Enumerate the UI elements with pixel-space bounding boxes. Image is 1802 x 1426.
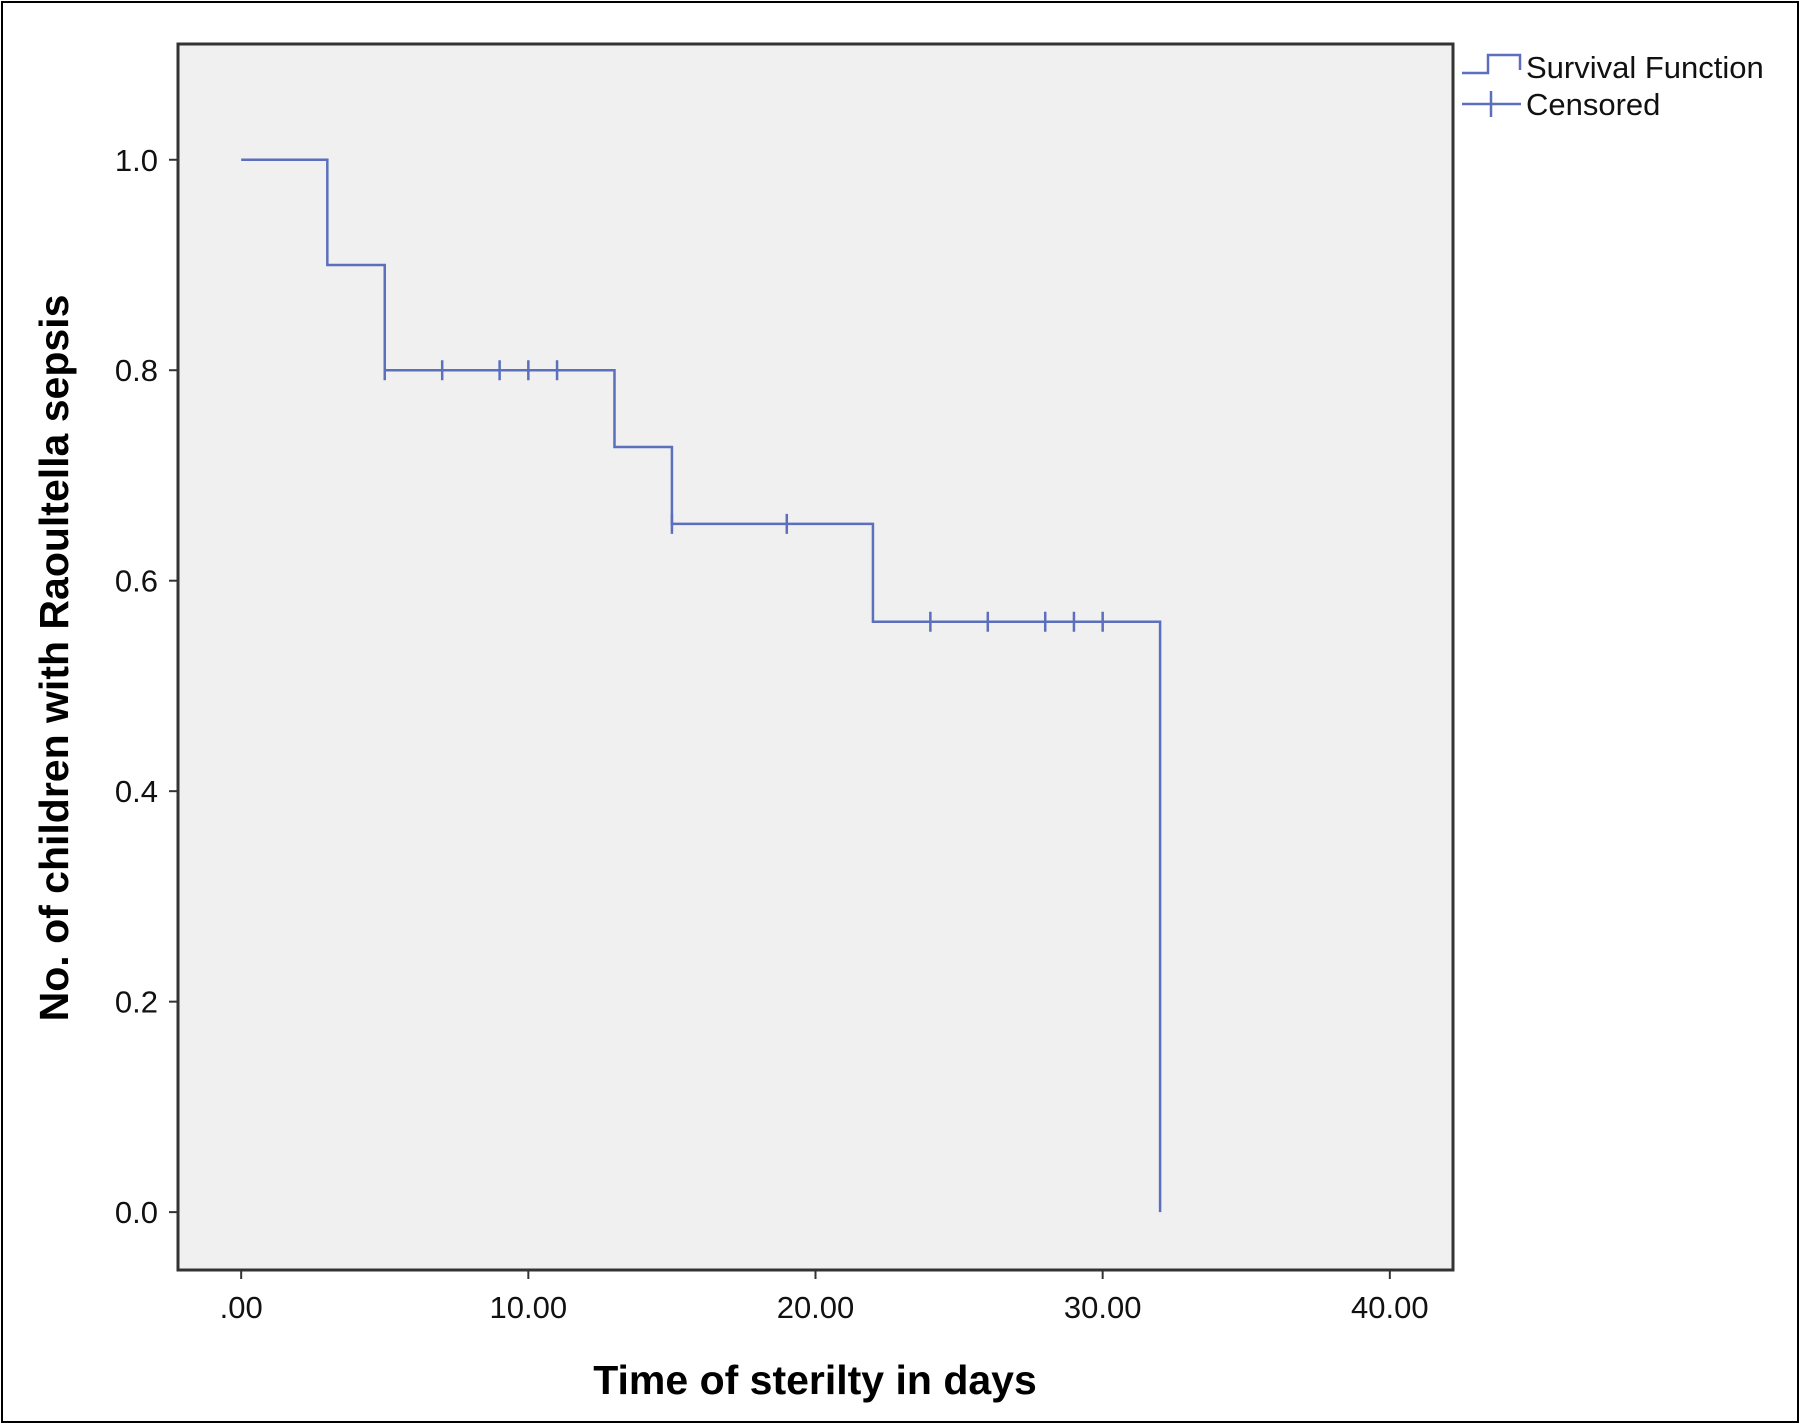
y-tick-label: 0.0: [115, 1195, 158, 1230]
y-tick-label: 0.8: [115, 353, 158, 388]
y-tick-label: 0.2: [115, 985, 158, 1020]
x-axis: .00 10.00 20.00 30.00 40.00: [220, 1270, 1429, 1325]
plot-area: [176, 42, 1455, 1272]
survival-function-line: [241, 158, 1162, 1213]
x-tick-label: 30.00: [1064, 1290, 1142, 1325]
x-tick-label: 10.00: [490, 1290, 568, 1325]
x-tick-label: .00: [220, 1290, 263, 1325]
y-tick-label: 0.4: [115, 774, 158, 809]
legend: Survival Function Censored: [1462, 50, 1764, 122]
legend-censored-label: Censored: [1526, 87, 1660, 122]
censored-marks: [383, 360, 1104, 632]
y-axis-title: No. of children with Raoultella sepsis: [31, 295, 77, 1022]
x-axis-title: Time of sterilty in days: [593, 1357, 1037, 1403]
y-tick-label: 1.0: [115, 143, 158, 178]
legend-survival-swatch: [1462, 53, 1522, 75]
legend-survival-label: Survival Function: [1526, 50, 1764, 85]
x-tick-label: 20.00: [777, 1290, 855, 1325]
x-tick-label: 40.00: [1351, 1290, 1429, 1325]
y-tick-label: 0.6: [115, 564, 158, 599]
y-axis: 0.0 0.2 0.4 0.6 0.8 1.0: [115, 143, 178, 1230]
